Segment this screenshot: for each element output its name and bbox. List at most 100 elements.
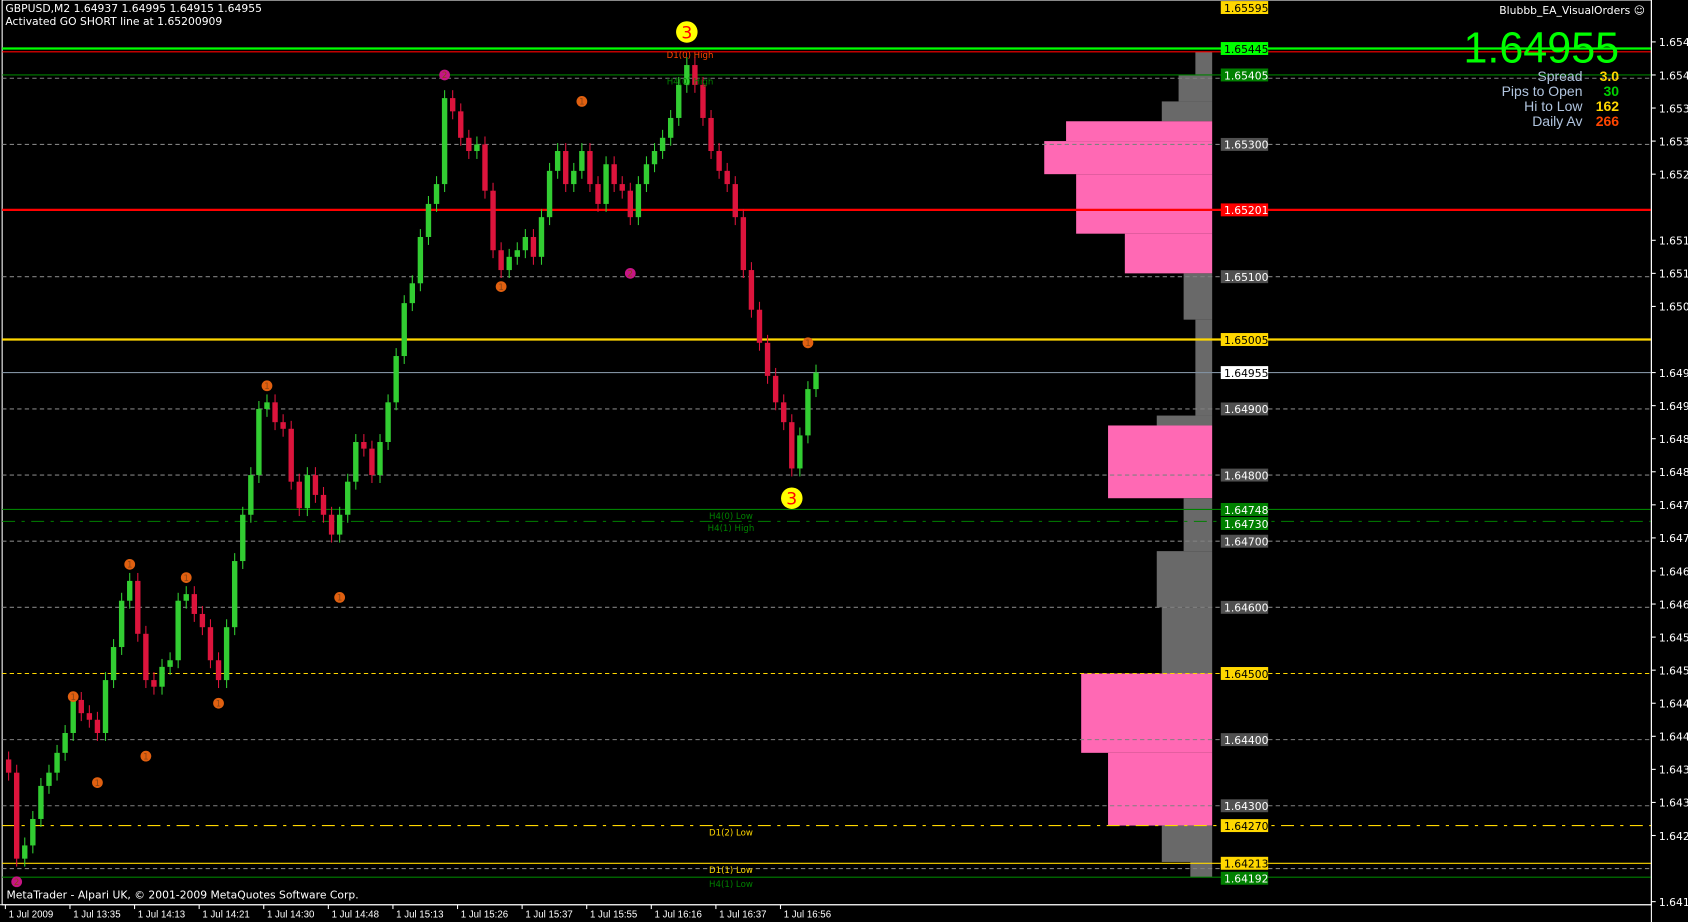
candle-bear: [732, 184, 738, 218]
volume-profile-bar: [1183, 273, 1213, 320]
signal-marker-label: 1: [143, 752, 148, 762]
signal-marker-label: 1: [579, 98, 584, 108]
price-tick-label: 1.64155: [1659, 896, 1688, 909]
candle-bull: [538, 217, 545, 257]
candle-bear: [151, 680, 157, 687]
candle-bear: [272, 402, 278, 423]
price-level-tag-label: 1.65201: [1224, 204, 1268, 217]
time-tick-label: 1 Jul 16:16: [655, 910, 702, 921]
price-tick-label: 1.65455: [1659, 36, 1688, 49]
stat-value: 266: [1595, 113, 1620, 130]
signal-marker-label: 2: [628, 270, 633, 280]
candle-bear: [5, 759, 12, 773]
stat-value: 30: [1603, 82, 1620, 100]
price-tick-label: 1.64405: [1659, 731, 1688, 744]
price-level-tag: [1220, 137, 1269, 151]
signal-marker-circle: [140, 750, 152, 762]
candle-bear: [490, 190, 496, 251]
signal-marker-circle: [781, 487, 803, 509]
price-level-tag: [1220, 468, 1269, 482]
signal-marker-circle: [802, 337, 814, 349]
candle-bear: [94, 719, 101, 733]
candle-bull: [353, 442, 359, 482]
candle-bear: [716, 151, 722, 171]
candle-bull: [667, 117, 674, 138]
price-level-tag-label: 1.64900: [1224, 403, 1269, 416]
candle-bear: [781, 402, 787, 423]
smiley-icon: ☺: [1633, 5, 1645, 18]
candle-bull: [635, 184, 642, 218]
price-tick-label: 1.64655: [1659, 565, 1688, 578]
signal-marker-circle: [11, 876, 23, 888]
candle-bear: [215, 660, 222, 681]
time-tick-label: 1 Jul 13:35: [73, 910, 120, 921]
stat-label: Pips to Open: [1501, 82, 1583, 100]
candle-bull: [231, 561, 238, 628]
time-tick-label: 1 Jul 14:21: [202, 910, 249, 921]
price-level-tag: [1220, 1, 1269, 15]
price-level-tag-label: 1.64213: [1224, 858, 1268, 871]
signal-marker-circle: [334, 592, 346, 603]
candle-bear: [288, 428, 294, 482]
price-tick-label: 1.64705: [1659, 532, 1688, 545]
candle-bull: [651, 151, 658, 165]
candle-bear: [772, 375, 779, 403]
candle-bear: [700, 84, 706, 118]
candle-bull: [22, 845, 28, 859]
candle-bull: [159, 666, 165, 687]
candle-bear: [466, 137, 472, 152]
candle-bull: [304, 475, 311, 509]
time-tick-label: 1 Jul 14:48: [332, 910, 379, 921]
candle-bull: [54, 752, 60, 773]
time-tick-label: 1 Jul 15:55: [590, 910, 637, 921]
price-level-tag-label: 1.64400: [1224, 734, 1269, 747]
candle-bear: [619, 184, 625, 191]
price-level-tag-label: 1.65445: [1224, 43, 1268, 56]
candle-bull: [385, 402, 391, 443]
price-level-tag: [1220, 42, 1269, 55]
ea-stat-daily-av: Daily Av 266: [1532, 114, 1619, 129]
stat-value: 162: [1595, 98, 1620, 115]
signal-marker-circle: [67, 691, 79, 703]
price-tick-label: 1.64305: [1659, 797, 1688, 810]
time-tick-label: 1 Jul 15:26: [461, 910, 508, 921]
signal-marker-circle: [213, 697, 224, 709]
candle-bull: [797, 435, 803, 469]
price-tick-label: 1.65405: [1659, 69, 1688, 82]
candle-bear: [280, 422, 286, 429]
signal-marker-label: 3: [681, 23, 692, 43]
signal-marker-circle: [624, 267, 636, 279]
candle-bull: [417, 236, 424, 284]
volume-profile-bar: [1161, 101, 1213, 122]
volume-profile-bar: [1178, 74, 1213, 102]
candle-bear: [320, 494, 327, 515]
level-text: H4(0) Low: [709, 512, 753, 522]
price-tick-label: 1.64605: [1659, 598, 1688, 611]
candle-bull: [474, 144, 480, 152]
price-level-tag-label: 1.64192: [1224, 873, 1268, 886]
candle-bull: [805, 389, 811, 436]
candle-bull: [393, 356, 399, 403]
candle-bear: [724, 170, 730, 185]
price-level-tag: [1220, 270, 1269, 284]
candle-bull: [425, 203, 432, 237]
price-level-tag-label: 1.64300: [1224, 800, 1269, 813]
candle-bear: [764, 342, 771, 376]
current-price-display: 1.64955: [1463, 24, 1620, 73]
candle-bear: [199, 613, 206, 628]
time-tick-label: 1 Jul 16:56: [784, 910, 831, 921]
symbol-ohlc-line: GBPUSD,M2 1.64937 1.64995 1.64915 1.6495…: [5, 3, 262, 16]
signal-marker-label: 1: [183, 574, 188, 584]
signal-marker-circle: [676, 21, 698, 43]
price-level-tag: [1220, 819, 1269, 833]
candle-bull: [256, 408, 262, 476]
candle-bull: [401, 303, 407, 357]
signal-marker-circle: [439, 69, 450, 81]
candle-bull: [336, 514, 343, 535]
candle-bear: [756, 309, 763, 343]
candle-bull: [70, 699, 76, 733]
stat-label: Daily Av: [1532, 113, 1583, 130]
price-level-tag: [1220, 534, 1269, 548]
candle-bull: [579, 151, 585, 171]
